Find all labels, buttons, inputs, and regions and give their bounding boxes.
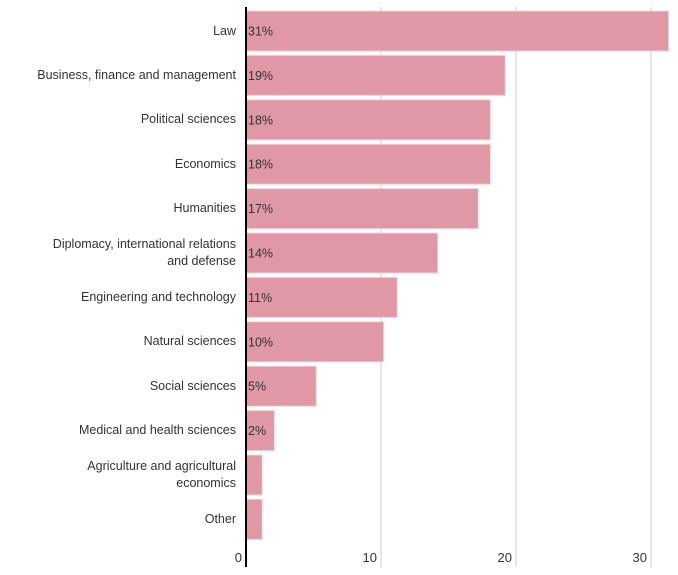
category-label: Law [213, 23, 236, 40]
bar [245, 54, 506, 96]
category-label-line: Other [204, 511, 236, 526]
category-label: Other [205, 511, 236, 528]
bar [245, 232, 439, 274]
bar [245, 10, 670, 52]
category-label-line: and defense [167, 254, 236, 268]
data-label: 18% [248, 113, 273, 127]
category-label-line: Diplomacy, international relations [52, 237, 236, 251]
category-label: Medical and health sciences [79, 422, 236, 439]
category-label-line: Political sciences [140, 112, 236, 127]
category-label: Economics [175, 156, 236, 173]
bar [245, 143, 491, 185]
data-label: 11% [248, 291, 272, 305]
x-tick-label: 30 [633, 550, 647, 565]
bar [245, 188, 479, 230]
data-label: 10% [248, 335, 273, 349]
x-tick-label: 0 [235, 550, 242, 565]
data-label: 19% [248, 69, 273, 83]
category-label-line: Law [213, 23, 236, 38]
category-label-line: Natural sciences [143, 334, 236, 349]
category-label: Political sciences [141, 111, 236, 128]
category-label: Business, finance and management [37, 67, 236, 84]
data-label: 18% [248, 158, 273, 172]
category-label: Diplomacy, international relations and de… [53, 236, 236, 270]
data-label: 2% [248, 424, 266, 438]
category-label: Natural sciences [144, 333, 236, 350]
data-label: 17% [248, 202, 273, 216]
category-label: Agriculture and agricultural economics [87, 458, 236, 492]
bar [245, 321, 385, 363]
data-label: 31% [248, 25, 273, 39]
category-label-line: Agriculture and agricultural [87, 459, 236, 473]
category-label: Social sciences [150, 378, 236, 395]
bar [245, 99, 491, 141]
category-label-line: Medical and health sciences [78, 423, 236, 438]
category-label: Humanities [173, 200, 236, 217]
category-label: Engineering and technology [81, 289, 236, 306]
bar [245, 498, 263, 540]
bar [245, 454, 263, 496]
category-label-line: Social sciences [149, 378, 236, 393]
category-label-line: Humanities [173, 201, 236, 216]
bar [245, 365, 317, 407]
category-label-line: Economics [174, 156, 236, 171]
category-label-line: Business, finance and management [37, 67, 236, 82]
x-tick-label: 10 [363, 550, 377, 565]
data-label: 14% [248, 247, 273, 261]
data-label: 5% [248, 380, 266, 394]
category-label-line: economics [176, 476, 236, 490]
x-tick-label: 20 [498, 550, 512, 565]
category-label-line: Engineering and technology [81, 289, 236, 304]
bar [245, 276, 398, 318]
